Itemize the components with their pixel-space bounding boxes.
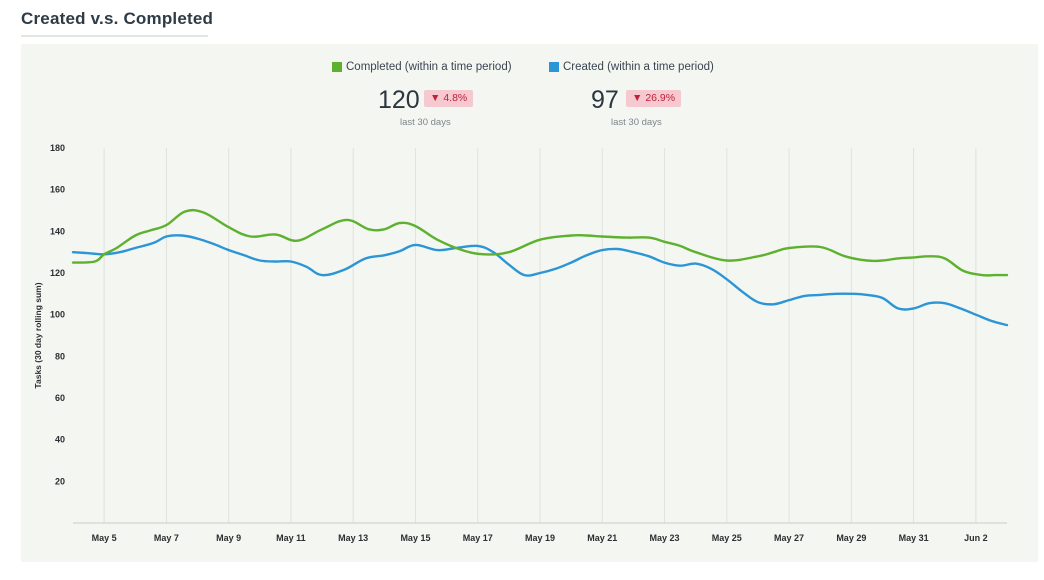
kpi-completed-badge: ▼ 4.8% (424, 90, 474, 107)
x-tick-label-0: May 5 (92, 533, 117, 543)
x-tick-label-12: May 29 (836, 533, 866, 543)
kpi-completed-value: 120 (378, 86, 420, 114)
legend-label-completed: Completed (within a time period) (346, 61, 512, 73)
x-tick-label-13: May 31 (899, 533, 929, 543)
y-tick-label-4: 100 (50, 310, 65, 320)
created-series-line (71, 234, 1009, 327)
x-tick-label-6: May 17 (463, 533, 493, 543)
kpi-created-value: 97 (591, 86, 619, 114)
y-tick-label-8: 180 (50, 143, 65, 153)
kpi-completed: 120 ▼ 4.8% last 30 days (0, 86, 1044, 130)
y-tick-label-0: 20 (55, 476, 65, 486)
x-tick-label-2: May 9 (216, 533, 241, 543)
x-tick-label-7: May 19 (525, 533, 555, 543)
kpi-completed-change: 4.8% (443, 92, 468, 104)
created-swatch-icon (549, 62, 559, 72)
completed-swatch-icon (332, 62, 342, 72)
triangle-down-icon: ▼ (430, 92, 441, 104)
kpi-created: 97 ▼ 26.9% last 30 days (0, 86, 1044, 130)
kpi-completed-caption: last 30 days (400, 117, 451, 128)
x-tick-label-14: Jun 2 (964, 533, 988, 543)
y-tick-label-3: 80 (55, 351, 65, 361)
kpi-created-badge: ▼ 26.9% (626, 90, 682, 107)
x-tick-label-3: May 11 (276, 533, 306, 543)
y-tick-label-2: 60 (55, 393, 65, 403)
kpi-created-change: 26.9% (645, 92, 676, 104)
title-underline (21, 35, 208, 37)
completed-series-line (71, 208, 1009, 277)
chart-legend: Completed (within a time period) Created… (0, 61, 1044, 77)
x-tick-label-4: May 13 (338, 533, 368, 543)
triangle-down-icon: ▼ (632, 92, 643, 104)
legend-label-created: Created (within a time period) (563, 61, 714, 73)
x-tick-label-8: May 21 (587, 533, 617, 543)
x-tick-label-9: May 23 (650, 533, 680, 543)
x-tick-label-11: May 27 (774, 533, 804, 543)
y-tick-label-5: 120 (50, 268, 65, 278)
x-tick-label-5: May 15 (400, 533, 430, 543)
legend-item-completed[interactable]: Completed (within a time period) (332, 61, 512, 73)
y-axis-label: Tasks (30 day rolling sum) (33, 282, 43, 388)
y-tick-label-6: 140 (50, 226, 65, 236)
y-tick-label-7: 160 (50, 185, 65, 195)
x-tick-label-10: May 25 (712, 533, 742, 543)
chart-panel (21, 44, 1038, 562)
y-tick-label-1: 40 (55, 435, 65, 445)
x-tick-label-1: May 7 (154, 533, 179, 543)
page-title: Created v.s. Completed (21, 9, 214, 28)
kpi-created-caption: last 30 days (611, 117, 662, 128)
legend-item-created[interactable]: Created (within a time period) (549, 61, 714, 73)
